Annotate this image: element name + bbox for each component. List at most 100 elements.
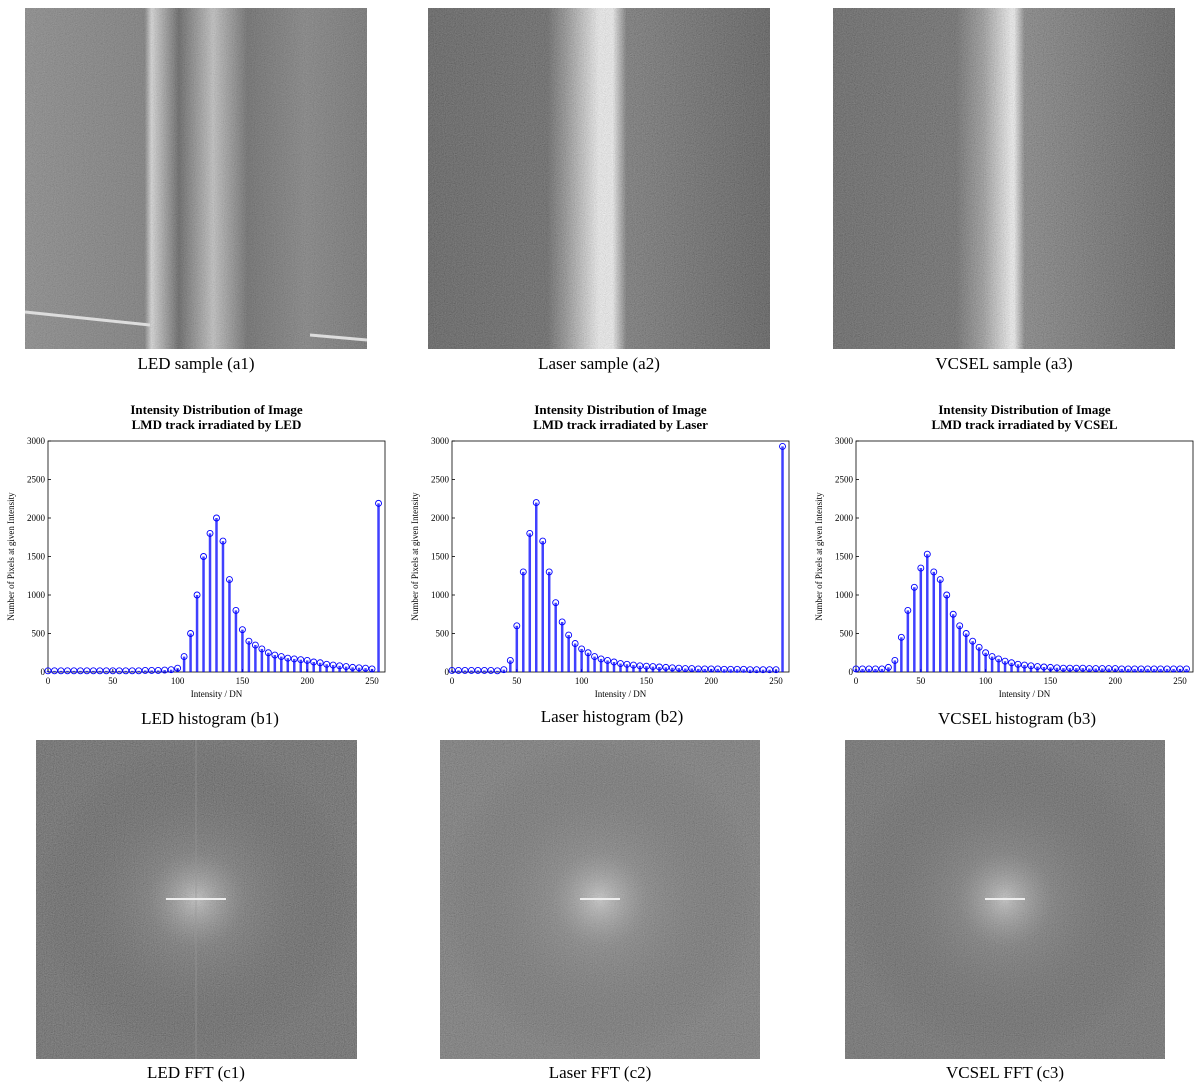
x-tick-label: 250: [769, 676, 783, 686]
stem-marker: [1183, 665, 1190, 673]
stem-marker: [1034, 663, 1041, 671]
stem-marker: [642, 662, 650, 670]
stem-marker: [76, 667, 84, 675]
y-tick-label: 2500: [835, 475, 854, 485]
y-axis-label: Number of Pixels at given Intensity: [410, 492, 420, 621]
x-tick-label: 200: [704, 676, 718, 686]
stem-marker: [187, 630, 195, 637]
stem-marker: [578, 645, 586, 653]
stem-marker: [779, 442, 786, 450]
y-tick-label: 2500: [27, 475, 46, 485]
y-tick-label: 1500: [27, 552, 46, 562]
x-tick-label: 250: [1173, 676, 1187, 686]
stem-marker: [1079, 664, 1087, 672]
stem-marker: [128, 667, 136, 675]
stem-marker: [859, 665, 866, 673]
y-axis-label: Number of Pixels at given Intensity: [6, 492, 16, 621]
y-tick-label: 2000: [431, 513, 450, 523]
stem-marker: [904, 606, 912, 614]
x-tick-label: 0: [46, 676, 51, 686]
stem-marker: [500, 666, 508, 674]
stem-marker: [89, 667, 97, 675]
stem-marker: [174, 664, 182, 672]
stem-marker: [362, 664, 370, 672]
stem-marker: [349, 663, 357, 671]
y-tick-label: 1000: [431, 590, 450, 600]
stem-marker: [910, 583, 918, 591]
stem-marker: [290, 655, 298, 663]
y-tick-label: 3000: [431, 436, 450, 446]
stem-marker: [1014, 660, 1022, 668]
stem-marker: [141, 667, 149, 674]
x-tick-label: 200: [1108, 676, 1122, 686]
stem-marker: [610, 658, 618, 666]
stem-marker: [161, 666, 169, 674]
x-tick-label: 150: [236, 676, 250, 686]
stem-marker: [513, 622, 521, 630]
x-tick-label: 100: [979, 676, 993, 686]
stem-marker: [264, 649, 272, 657]
stem-marker: [297, 656, 305, 664]
stem-marker: [655, 663, 663, 671]
stem-marker: [226, 576, 233, 584]
stem-marker: [591, 653, 599, 661]
stem-marker: [245, 637, 253, 645]
stem-marker: [122, 667, 130, 675]
stem-marker: [167, 666, 175, 674]
stem-marker: [467, 667, 475, 674]
stem-marker: [200, 553, 207, 560]
stem-marker: [956, 622, 964, 630]
stem-marker: [96, 667, 104, 675]
y-tick-label: 1500: [835, 552, 854, 562]
stem-marker: [707, 665, 715, 673]
stem-marker: [733, 665, 741, 673]
stem-marker: [662, 663, 670, 671]
chart-title: Intensity Distribution of Image: [534, 402, 706, 417]
y-tick-label: 3000: [27, 436, 46, 446]
stem-marker: [109, 667, 117, 675]
y-tick-label: 2500: [431, 475, 450, 485]
stem-marker: [1170, 665, 1178, 673]
stem-marker: [701, 665, 709, 673]
stem-marker: [44, 667, 52, 675]
stem-marker: [1008, 659, 1015, 667]
stem-marker: [988, 653, 996, 661]
stem-marker: [617, 660, 624, 667]
y-tick-label: 0: [41, 667, 46, 677]
stem-marker: [1105, 665, 1113, 672]
x-tick-label: 0: [450, 676, 455, 686]
stem-marker: [329, 661, 337, 669]
x-tick-label: 250: [365, 676, 379, 686]
stem-marker: [688, 665, 696, 672]
stem-marker: [1111, 665, 1119, 672]
stem-marker: [975, 643, 983, 651]
stem-marker: [102, 667, 110, 675]
stem-marker: [375, 499, 382, 507]
x-axis-label: Intensity / DN: [999, 689, 1051, 699]
stem-marker: [871, 665, 879, 673]
stem-marker: [135, 667, 143, 675]
stem-marker: [649, 663, 657, 671]
stem-marker: [681, 665, 689, 672]
stem-marker: [487, 667, 495, 674]
stem-marker: [1085, 665, 1093, 672]
x-axis-label: Intensity / DN: [595, 689, 647, 699]
stem-marker: [753, 666, 761, 674]
chart-subtitle: LMD track irradiated by LED: [132, 417, 302, 432]
photo-a2: [428, 8, 770, 349]
stem-marker: [1131, 665, 1139, 673]
stem-marker: [1001, 657, 1009, 665]
y-tick-label: 1500: [431, 552, 450, 562]
stem-marker: [506, 657, 514, 664]
caption: Laser FFT (c2): [549, 1063, 652, 1082]
stem-marker: [342, 663, 350, 671]
stem-marker: [277, 653, 285, 661]
stem-marker: [1092, 665, 1100, 672]
stem-marker: [558, 618, 566, 626]
stem-marker: [336, 662, 344, 670]
stem-marker: [1098, 665, 1106, 672]
stem-marker: [323, 660, 331, 668]
stem-marker: [714, 665, 722, 673]
y-tick-label: 1000: [27, 590, 46, 600]
